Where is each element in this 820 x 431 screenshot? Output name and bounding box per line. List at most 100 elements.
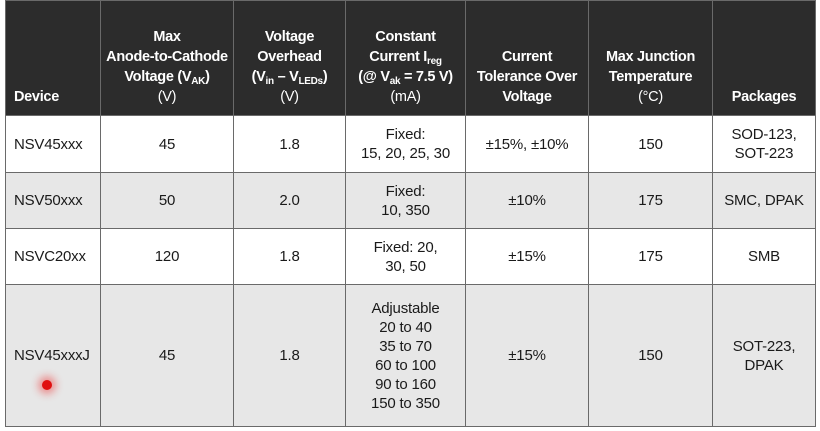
table-cell: 45 xyxy=(100,284,234,427)
header-text: Device xyxy=(14,89,59,105)
table-cell: 150 xyxy=(588,115,713,173)
header-text: – V xyxy=(273,69,299,85)
header-unit: (V) xyxy=(157,89,177,105)
cell-line: 150 to 350 xyxy=(371,394,440,412)
table-row: NSVC20xx 120 1.8 Fixed: 20, 30, 50 ±15% 175 SMB xyxy=(5,228,816,285)
cell-line: 175 xyxy=(638,248,663,265)
table-cell: Fixed: 20, 30, 50 xyxy=(345,228,466,285)
table-cell: NSV45xxx xyxy=(5,115,101,173)
cell-line: SMB xyxy=(748,248,780,265)
table-cell: Fixed: 15, 20, 25, 30 xyxy=(345,115,466,173)
header-line: Packages xyxy=(717,87,811,107)
cell-line: Adjustable xyxy=(371,299,440,317)
table-cell: ±15% xyxy=(465,228,589,285)
header-text: Anode-to-Cathode xyxy=(106,49,228,65)
cell-line: ±15%, ±10% xyxy=(485,135,569,153)
header-line: Overhead xyxy=(238,47,341,67)
cell-line: NSV50xxx xyxy=(14,192,83,209)
cursor-marker xyxy=(42,380,52,390)
header-cell: Packages xyxy=(712,0,816,116)
header-text: Max xyxy=(153,29,181,45)
header-line: Constant xyxy=(350,27,461,47)
table-cell: NSVC20xx xyxy=(5,228,101,285)
header-text: Max Junction xyxy=(605,49,696,65)
subscript: AK xyxy=(191,76,206,87)
header-text: Temperature xyxy=(608,69,693,85)
table-cell: SMB xyxy=(712,228,816,285)
table-cell: 50 xyxy=(100,172,234,229)
header-text: ) xyxy=(322,69,328,85)
cell-line: Fixed: xyxy=(385,182,426,200)
cell-line: 20 to 40 xyxy=(379,318,432,336)
header-text: Overhead xyxy=(257,49,322,65)
cell-line: NSVC20xx xyxy=(14,248,86,265)
table-cell: ±15% xyxy=(465,284,589,427)
header-text: Current I xyxy=(369,49,428,65)
header-row: Device Max Anode-to-Cathode Voltage (VAK) (V… xyxy=(5,0,816,116)
cell-line: ±10% xyxy=(508,192,546,209)
cell-line: 60 to 100 xyxy=(375,356,436,374)
header-line: Device xyxy=(14,87,96,107)
header-cell: Max Junction Temperature (°C) xyxy=(588,0,713,116)
cell-line: 90 to 160 xyxy=(375,375,436,393)
header-text: Constant xyxy=(375,29,436,45)
subscript: reg xyxy=(427,56,442,67)
header-text: (@ V xyxy=(358,69,390,85)
header-cell: Voltage Overhead (Vin – VLEDs) (V) xyxy=(233,0,346,116)
table-cell: 1.8 xyxy=(233,284,346,427)
table-row: NSV45xxx 45 1.8 Fixed: 15, 20, 25, 30 ±15%, ±… xyxy=(5,115,816,173)
table-cell: ±15%, ±10% xyxy=(465,115,589,173)
cell-line: NSV45xxxJ xyxy=(14,347,90,364)
cell-line: Fixed: 20, xyxy=(373,238,438,256)
cell-line: 1.8 xyxy=(279,347,300,364)
cell-line: 150 xyxy=(638,135,663,153)
table-cell: 1.8 xyxy=(233,115,346,173)
table-cell: 175 xyxy=(588,172,713,229)
table-cell: Adjustable 20 to 40 35 to 70 60 to 100 90 to… xyxy=(345,284,466,427)
header-line: Temperature xyxy=(593,67,708,87)
table-cell: 45 xyxy=(100,115,234,173)
header-cell: Max Anode-to-Cathode Voltage (VAK) (V) xyxy=(100,0,234,116)
header-line: (Vin – VLEDs) xyxy=(238,67,341,87)
header-line: (@ Vak = 7.5 V) xyxy=(350,67,461,87)
table-cell: 150 xyxy=(588,284,713,427)
header-line: Current Ireg xyxy=(350,47,461,67)
header-unit: (V) xyxy=(280,89,299,105)
table-cell: NSV45xxxJ xyxy=(5,284,101,427)
header-text: Voltage xyxy=(502,89,552,105)
cell-line: 1.8 xyxy=(279,248,300,265)
table-cell: NSV50xxx xyxy=(5,172,101,229)
subscript: ak xyxy=(389,76,401,87)
spec-table: Device Max Anode-to-Cathode Voltage (VAK) (V… xyxy=(5,0,816,427)
cell-line: 2.0 xyxy=(279,192,300,209)
header-cell: Device xyxy=(5,0,101,116)
subscript: in xyxy=(265,76,275,87)
cell-line: SMC, DPAK xyxy=(724,192,804,209)
header-line: Voltage xyxy=(238,27,341,47)
cell-line: Fixed: xyxy=(385,126,426,143)
header-line: Max xyxy=(105,27,229,47)
subscript: LEDs xyxy=(298,76,323,87)
cell-line: 30, 50 xyxy=(385,257,426,275)
cell-line: 150 xyxy=(638,347,663,364)
cell-line: 15, 20, 25, 30 xyxy=(361,145,450,162)
cell-line: SOD-123, xyxy=(731,126,797,143)
cell-line: ±15% xyxy=(508,347,546,364)
header-line: Tolerance Over xyxy=(470,67,584,87)
cell-line: 35 to 70 xyxy=(379,337,432,355)
header-text: Packages xyxy=(731,89,797,105)
table-cell: SOD-123, SOT-223 xyxy=(712,115,816,173)
table-body: NSV45xxx 45 1.8 Fixed: 15, 20, 25, 30 ±15%, ±… xyxy=(5,115,816,427)
header-text: Voltage (V xyxy=(124,69,192,85)
header-cell: Current Tolerance Over Voltage xyxy=(465,0,589,116)
cell-line: NSV45xxx xyxy=(14,135,83,153)
header-text: (V xyxy=(251,69,266,85)
cell-line: 1.8 xyxy=(279,135,300,153)
header-text: Current xyxy=(501,49,553,65)
table-row: NSV50xxx 50 2.0 Fixed: 10, 350 ±10% 175 SMC, DP… xyxy=(5,172,816,229)
table-cell: Fixed: 10, 350 xyxy=(345,172,466,229)
header-line: Current xyxy=(470,47,584,67)
table-cell: 175 xyxy=(588,228,713,285)
header-unit: (mA) xyxy=(390,89,421,105)
